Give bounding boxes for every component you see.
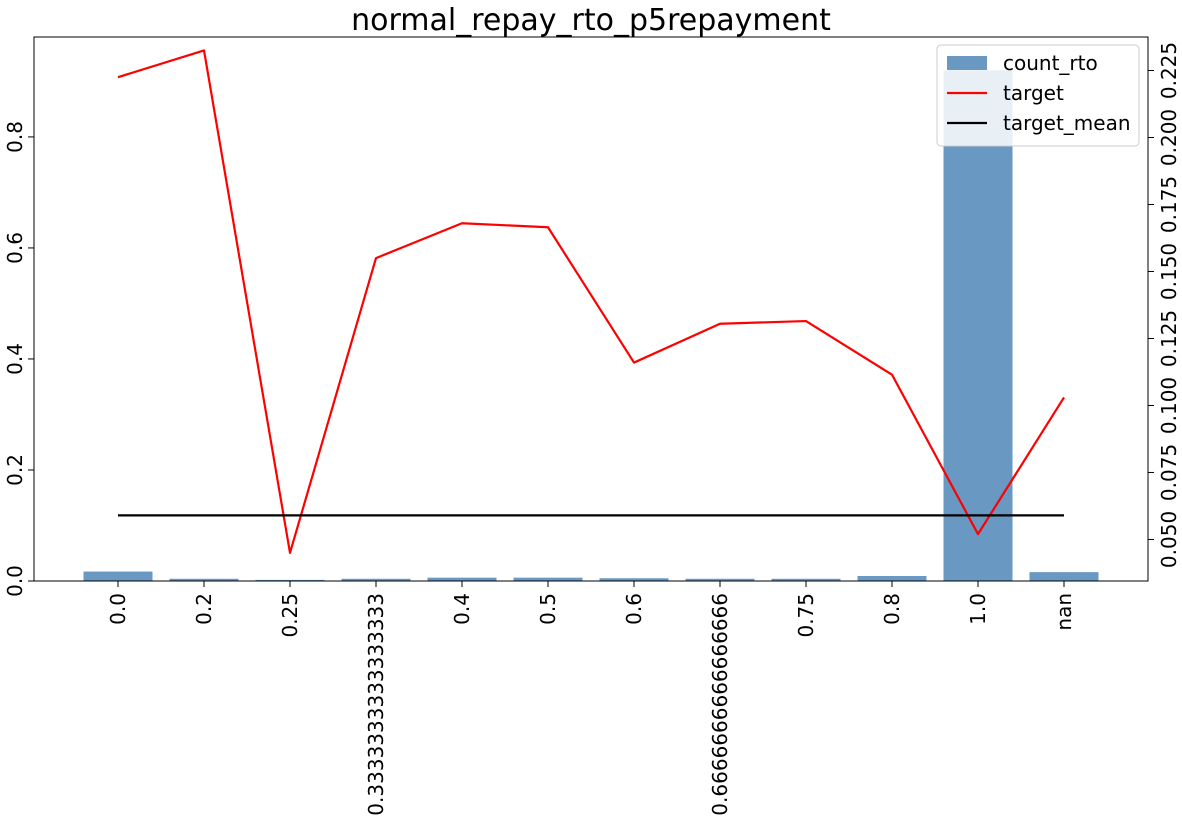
right-tick-label: 0.050 [1157, 511, 1181, 568]
right-tick-label: 0.125 [1157, 310, 1181, 367]
left-tick-label: 0.4 [3, 343, 27, 375]
bar-0.2 [169, 578, 239, 581]
x-tick-label-0.3333333333333333: 0.3333333333333333 [364, 593, 388, 816]
x-tick-label-0.2: 0.2 [192, 593, 216, 625]
x-tick-label-0.5: 0.5 [536, 593, 560, 625]
x-tick-label-1.0: 1.0 [966, 593, 990, 625]
x-tick-label-0.75: 0.75 [794, 593, 818, 638]
right-tick-label: 0.075 [1157, 444, 1181, 501]
x-tick-label-0.6666666666666666: 0.6666666666666666 [708, 593, 732, 816]
plot-frame [33, 36, 1149, 582]
legend-label-target_mean: target_mean [1003, 111, 1131, 135]
legend-label-target: target [1003, 81, 1064, 105]
x-tick-label-nan: nan [1052, 593, 1076, 631]
bar-0.5 [513, 577, 583, 581]
bar-0.75 [771, 578, 841, 581]
left-tick-label: 0.0 [3, 565, 27, 597]
x-axis: 0.0 0.2 0.25 0.3333333333333333 0.4 0.5 0.6 0.6… [106, 581, 1076, 816]
x-tick-label-0.25: 0.25 [278, 593, 302, 638]
legend-box [936, 44, 1140, 147]
left-tick-label: 0.2 [3, 454, 27, 486]
line-series [117, 49, 1065, 554]
x-tick-label-0.4: 0.4 [450, 593, 474, 625]
left-y-axis: 0.0 0.2 0.4 0.6 0.8 [3, 121, 34, 597]
right-y-axis: 0.050 0.075 0.100 0.125 0.150 0.175 0.200 0.225 [1148, 42, 1181, 568]
line-target [117, 49, 1065, 554]
chart-title: normal_repay_rto_p5repayment [351, 3, 831, 38]
bar-0.0 [83, 571, 153, 581]
right-tick-label: 0.225 [1157, 42, 1181, 99]
right-tick-label: 0.150 [1157, 243, 1181, 300]
legend-swatch-count_rto [947, 56, 987, 70]
right-tick-label: 0.200 [1157, 109, 1181, 166]
right-tick-label: 0.100 [1157, 377, 1181, 434]
x-tick-label-0.8: 0.8 [880, 593, 904, 625]
bar-1.0 [943, 70, 1013, 581]
legend-label-count_rto: count_rto [1003, 51, 1098, 75]
x-tick-label-0.0: 0.0 [106, 593, 130, 625]
x-tick-label-0.6: 0.6 [622, 593, 646, 625]
bar-0.6666666666666666 [685, 578, 755, 581]
right-tick-label: 0.175 [1157, 176, 1181, 233]
left-tick-label: 0.6 [3, 232, 27, 264]
bar-0.6 [599, 578, 669, 581]
bar-nan [1029, 572, 1099, 581]
left-tick-label: 0.8 [3, 121, 27, 153]
bar-0.25 [255, 579, 325, 581]
bar-0.3333333333333333 [341, 578, 411, 581]
bar-0.8 [857, 576, 927, 581]
bar-series-count-rto [83, 70, 1099, 581]
bar-0.4 [427, 577, 497, 581]
